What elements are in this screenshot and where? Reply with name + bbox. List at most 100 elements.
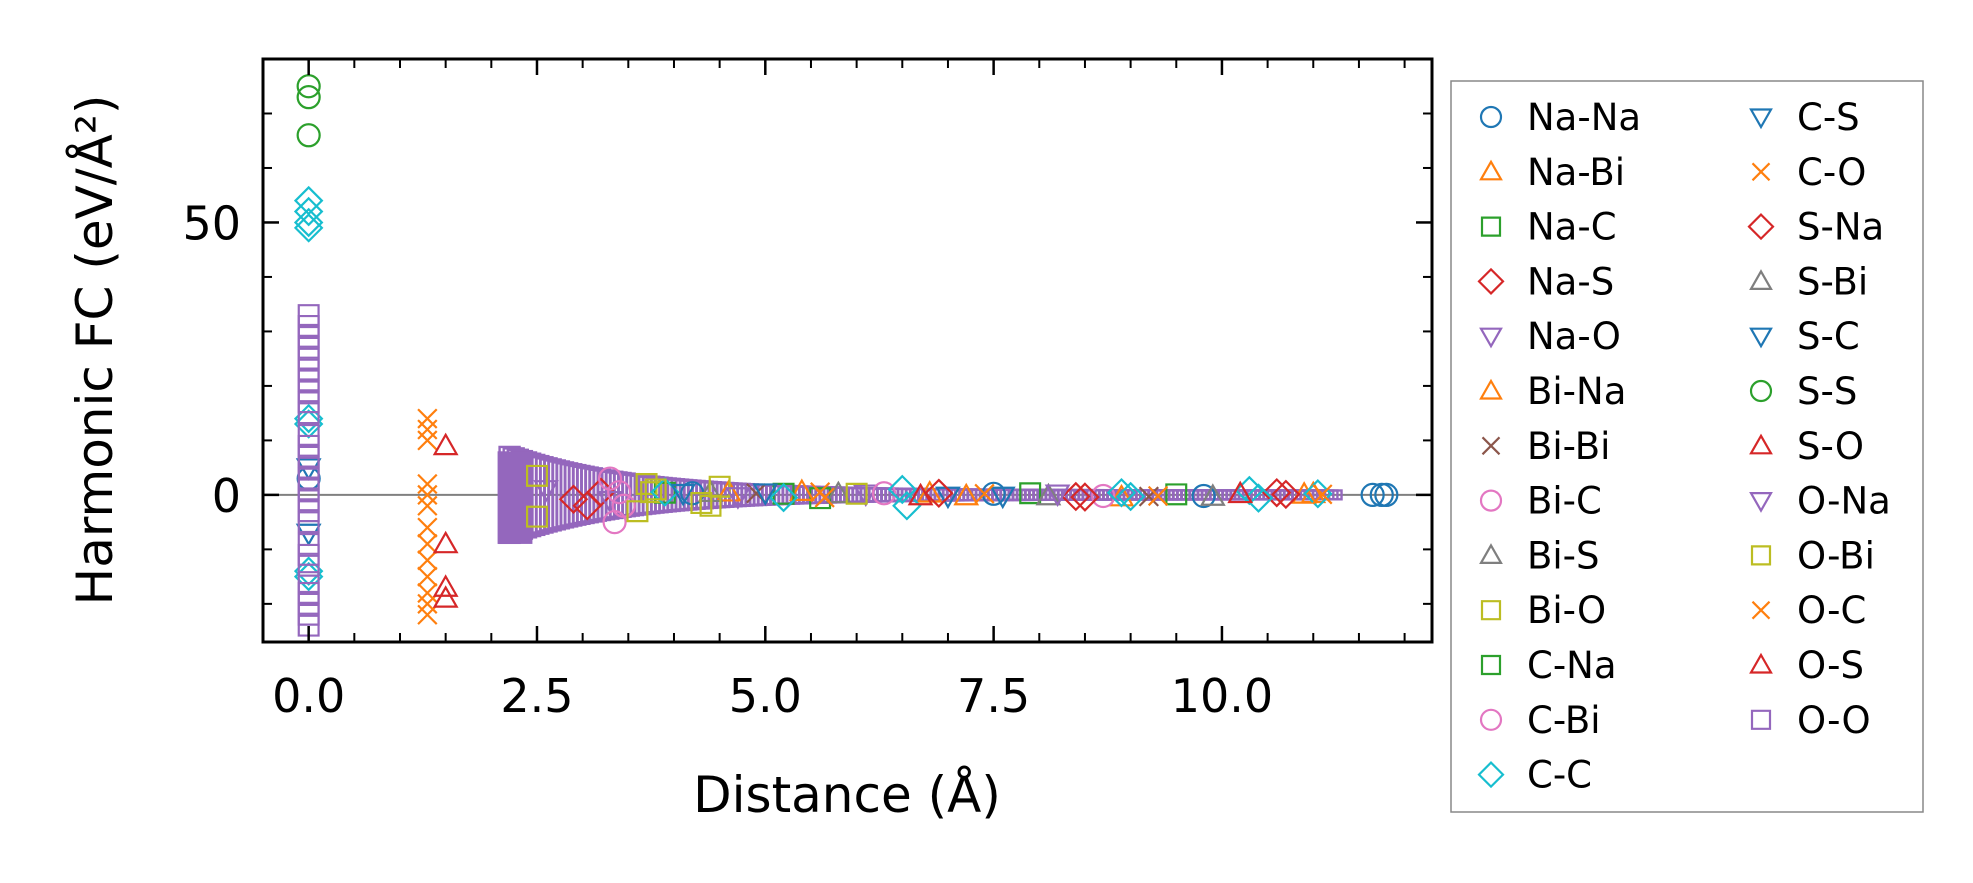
x-tick-label: 5.0 (729, 669, 802, 723)
legend-marker (1749, 433, 1773, 455)
legend-label: O-O (1797, 699, 1871, 742)
legend-label: Bi-O (1527, 589, 1606, 632)
series-c-o (417, 408, 438, 625)
data-point (644, 478, 667, 501)
data-point (611, 493, 636, 518)
legend-marker (1750, 545, 1772, 566)
series-s-s (296, 74, 321, 148)
x-tick-label: 2.5 (500, 669, 573, 723)
data-point (417, 495, 438, 516)
legend-entry: Na-Bi (1479, 151, 1625, 194)
legend-entry: C-Bi (1479, 699, 1601, 742)
data-point (907, 482, 934, 506)
series-bi-c (597, 466, 636, 535)
data-point (752, 483, 779, 506)
legend-label: S-Bi (1797, 260, 1868, 303)
data-point (1138, 486, 1160, 507)
legend-entry: O-O (1750, 699, 1871, 742)
legend-label: Bi-S (1527, 534, 1600, 577)
legend-entry: Na-Na (1479, 96, 1641, 139)
legend-entry: O-Bi (1750, 534, 1875, 577)
legend-label: Na-S (1527, 260, 1614, 303)
data-point (725, 487, 751, 510)
data-point (670, 483, 697, 507)
legend-label: Na-Na (1527, 96, 1641, 139)
series-o-o (297, 304, 320, 637)
legend-entry: O-C (1751, 589, 1866, 632)
data-point (525, 505, 548, 528)
legend-entry: S-Bi (1749, 260, 1868, 303)
axes-layer (261, 57, 1434, 644)
legend-marker (1480, 216, 1502, 237)
legend-label: Bi-C (1527, 480, 1602, 523)
legend-label: C-S (1797, 96, 1860, 139)
data-point (690, 492, 713, 515)
x-tick-label: 10.0 (1171, 669, 1273, 723)
data-point (417, 430, 438, 451)
data-point (525, 464, 548, 487)
data-point (296, 74, 321, 99)
series-o-na (725, 484, 1071, 510)
legend: Na-Na Na-Bi Na-C Na-S Na-O Bi-Na Bi-Bi Bi-C Bi-S… (1450, 80, 1924, 813)
legend-entry: S-C (1749, 315, 1860, 358)
y-tick-label: 0 (212, 469, 241, 523)
legend-marker (1480, 600, 1502, 621)
data-point (417, 484, 438, 506)
data-point (1312, 484, 1333, 505)
data-point (708, 475, 731, 498)
data-point (558, 484, 589, 515)
legend-marker (1751, 600, 1771, 620)
legend-marker (1479, 378, 1503, 400)
legend-marker (1751, 162, 1771, 182)
data-point (296, 123, 321, 148)
data-point (1271, 479, 1301, 510)
legend-marker (1749, 269, 1773, 290)
legend-entry: O-S (1749, 644, 1864, 687)
data-point (1091, 483, 1116, 509)
legend-label: S-C (1797, 315, 1860, 358)
data-point (953, 482, 980, 506)
data-point (417, 533, 438, 555)
legend-label: O-S (1797, 644, 1864, 687)
data-point (417, 604, 438, 625)
data-point (607, 480, 632, 505)
data-point (1035, 482, 1062, 506)
legend-label: O-Na (1797, 480, 1891, 523)
data-points-layer (293, 74, 1399, 637)
data-point (297, 511, 320, 534)
legend-marker (1477, 267, 1505, 295)
data-point (974, 483, 995, 504)
legend-label: C-Na (1527, 644, 1617, 687)
x-tick-label: 0.0 (272, 669, 345, 723)
data-point (814, 487, 835, 508)
legend-entry: Bi-Na (1479, 370, 1626, 413)
x-axis-label: Distance (Å) (693, 766, 1001, 824)
data-point (871, 481, 897, 506)
data-point (417, 473, 438, 495)
data-point (1070, 482, 1100, 512)
data-point (768, 482, 799, 513)
legend-entry: C-Na (1480, 644, 1617, 687)
data-point (772, 482, 795, 505)
legend-entry: Bi-O (1480, 589, 1606, 632)
legend-entry: O-Na (1749, 480, 1891, 523)
legend-entry: Bi-S (1479, 534, 1600, 577)
x-tick-label: 7.5 (957, 669, 1030, 723)
legend-entry: C-O (1751, 151, 1866, 194)
legend-marker (1479, 543, 1503, 564)
legend-entry: Na-O (1479, 315, 1621, 358)
legend-marker (1479, 159, 1503, 181)
data-point (417, 582, 438, 604)
legend-entry: C-S (1749, 96, 1860, 139)
legend-label: Bi-Na (1527, 370, 1626, 413)
series-o-s (907, 480, 1254, 506)
data-point (1165, 483, 1188, 506)
plot-area (263, 74, 1432, 637)
legend-marker (1747, 213, 1775, 241)
series-s-c (752, 483, 1016, 510)
data-point (293, 213, 324, 243)
data-point (1061, 481, 1091, 512)
series-o-c (809, 482, 1333, 508)
data-point (1147, 485, 1169, 507)
legend-entries: Na-Na Na-Bi Na-C Na-S Na-O Bi-Na Bi-Bi Bi-C Bi-S… (1477, 96, 1891, 797)
